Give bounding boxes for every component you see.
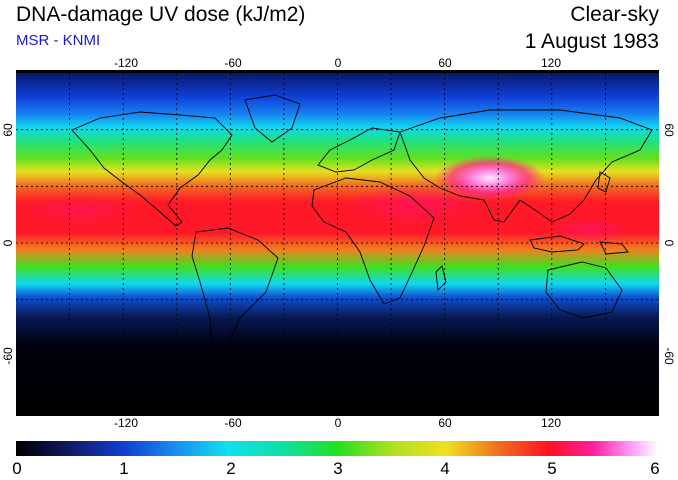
lon-labels-top: -120 -60 0 60 120 (114, 56, 561, 70)
map-top-border (16, 70, 659, 73)
lon-label-top: 120 (541, 56, 561, 70)
lon-label-bottom: -60 (224, 416, 242, 430)
lat-label-left: -60 (1, 347, 15, 365)
lat-label-left: 60 (1, 123, 15, 137)
lon-label-bottom: 120 (541, 416, 561, 430)
colorbar-tick: 1 (119, 459, 129, 478)
map-bottom-border (16, 413, 659, 416)
lon-label-top: 60 (438, 56, 452, 70)
west-pacific-hot-region (550, 216, 630, 244)
lat-labels-left: 60 0 -60 (1, 123, 15, 365)
map-title: DNA-damage UV dose (kJ/m2) (16, 3, 306, 26)
lon-label-bottom: 60 (438, 416, 452, 430)
lat-labels-right: 60 0 -60 (662, 123, 676, 365)
lon-label-bottom: -120 (114, 416, 138, 430)
lat-label-right: 0 (662, 240, 676, 247)
lon-labels-bottom: -120 -60 0 60 120 (114, 416, 561, 430)
sahara-hot-region (345, 183, 485, 227)
lat-label-right: -60 (662, 347, 676, 365)
colorbar-tick: 2 (226, 459, 236, 478)
pacific-hot-region (20, 194, 140, 226)
colorbar-tick: 3 (333, 459, 343, 478)
colorbar-tick: 0 (12, 459, 22, 478)
lon-label-top: -120 (114, 56, 138, 70)
map-field (16, 73, 659, 413)
date-label: 1 August 1983 (524, 30, 659, 53)
graticule (16, 73, 659, 413)
sky-condition-label: Clear-sky (570, 3, 659, 26)
lon-label-bottom: 0 (335, 416, 342, 430)
colorbar (16, 441, 658, 456)
colorbar-tick: 5 (547, 459, 557, 478)
lat-label-right: 60 (662, 123, 676, 137)
lat-label-left: 0 (1, 239, 15, 246)
lon-label-top: -60 (224, 56, 242, 70)
coastlines (16, 94, 659, 403)
uv-dose-map: -120 -60 0 60 120 -120 -60 0 60 120 60 0… (1, 56, 676, 430)
colorbar-tick: 4 (440, 459, 450, 478)
lon-label-top: 0 (335, 56, 342, 70)
data-source-label: MSR - KNMI (16, 32, 101, 49)
colorbar-tick: 6 (650, 459, 660, 478)
